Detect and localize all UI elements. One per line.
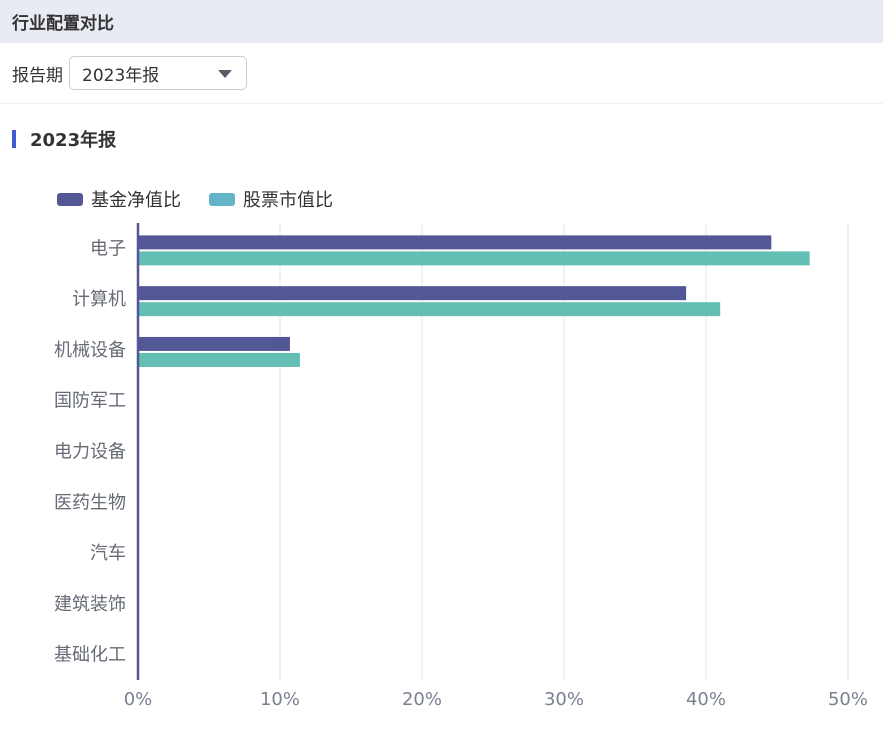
x-tick-label: 0% — [124, 689, 153, 710]
bar-fund — [138, 336, 290, 351]
category-label: 建筑装饰 — [54, 594, 126, 615]
chart-legend: 基金净值比 股票市值比 — [57, 186, 361, 212]
bar-fund — [138, 286, 687, 301]
report-period-value: 2023年报 — [82, 65, 160, 86]
report-period-select[interactable]: 2023年报 — [69, 56, 247, 90]
legend-swatch-fund — [57, 192, 83, 206]
chevron-down-icon[interactable] — [218, 70, 232, 78]
bar-stock — [138, 352, 300, 367]
bar-fund — [138, 235, 772, 250]
filter-row: 报告期 2023年报 — [0, 43, 883, 104]
category-label: 基础化工 — [54, 645, 126, 666]
x-tick-label: 10% — [260, 689, 300, 710]
bar-stock — [138, 302, 721, 317]
report-period-label: 报告期 — [12, 65, 63, 86]
category-label: 机械设备 — [54, 340, 126, 361]
category-label: 电力设备 — [54, 442, 126, 463]
section-title: 2023年报 — [30, 130, 117, 151]
x-tick-label: 20% — [402, 689, 442, 710]
x-tick-label: 40% — [686, 689, 726, 710]
legend-item-fund[interactable]: 基金净值比 — [57, 186, 181, 212]
legend-item-stock[interactable]: 股票市值比 — [209, 186, 333, 212]
bar-stock — [138, 251, 810, 266]
category-label: 汽车 — [90, 543, 126, 564]
category-label: 国防军工 — [54, 391, 126, 412]
category-label: 医药生物 — [54, 492, 126, 513]
legend-label-fund: 基金净值比 — [91, 190, 181, 211]
legend-label-stock: 股票市值比 — [243, 190, 333, 211]
category-label: 计算机 — [72, 289, 126, 310]
section-heading: 2023年报 — [12, 127, 116, 151]
panel-title: 行业配置对比 — [12, 14, 114, 34]
category-label: 电子 — [90, 238, 126, 259]
x-tick-label: 50% — [828, 689, 868, 710]
x-tick-label: 30% — [544, 689, 584, 710]
legend-swatch-stock — [209, 192, 235, 206]
section-marker — [12, 130, 16, 148]
panel-header: 行业配置对比 — [0, 0, 883, 43]
